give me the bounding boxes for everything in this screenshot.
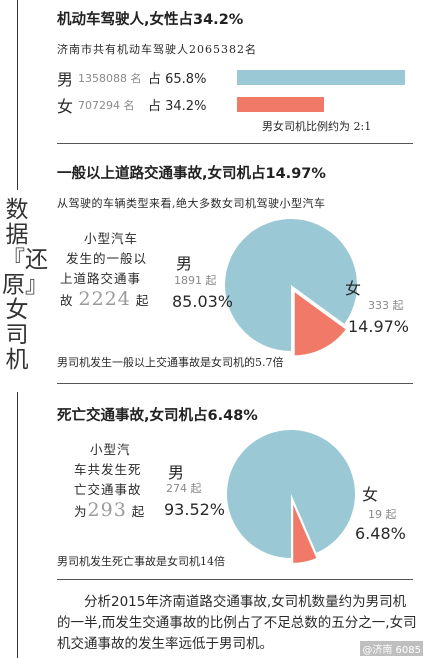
pie-slice-male	[225, 219, 357, 351]
section3-desc-prefix: 为	[74, 504, 88, 519]
section3-female-pct: 6.48%	[355, 524, 406, 543]
section2-desc: 小型汽车 发生的一般以 上道路交通事 故 2224 起	[60, 229, 172, 311]
section3-total: 293	[87, 499, 127, 521]
bar-female	[237, 97, 325, 112]
female-label: 女	[57, 97, 74, 116]
side-title: 数据『还原』女司机	[2, 197, 48, 373]
section3-desc-line3: 亡交通事故	[74, 482, 142, 497]
section3-title: 死亡交通事故,女司机占6.48%	[57, 408, 258, 424]
watermark: @济南 6085	[360, 641, 423, 656]
section3-male-label: 男	[168, 463, 185, 482]
divider-1	[57, 143, 413, 144]
section3-desc: 小型汽 车共发生死 亡交通事故 为293 起	[60, 440, 170, 522]
bar-male	[237, 70, 405, 85]
section2-total: 2224	[78, 288, 131, 310]
section2-male-pct: 85.03%	[172, 292, 234, 311]
pie-chart-deaths	[227, 430, 355, 565]
summary-text: 分析2015年济南道路交通事故,女司机数量约为男司机的一半,而发生交通事故的比例…	[57, 594, 417, 652]
pie-slice-female	[291, 499, 319, 565]
section2-female-pct: 14.97%	[348, 317, 410, 336]
section3-male-pct: 93.52%	[164, 500, 226, 519]
section2-female-count: 333 起	[368, 299, 404, 312]
section2-desc-suffix: 起	[135, 293, 150, 308]
section2-subtitle: 从驾驶的车辆类型来看,绝大多数女司机驾驶小型汽车	[57, 197, 326, 210]
section3-female-label: 女	[362, 485, 379, 504]
section2-desc-line3: 上道路交通事	[60, 271, 142, 286]
section2-desc-line2: 发生的一般以	[66, 251, 148, 266]
pie-slice-female	[292, 288, 349, 358]
sidebar-line-bottom	[17, 392, 18, 658]
section3-desc-line4: 为293 起	[60, 500, 170, 522]
section2-male-count: 1891 起	[174, 274, 217, 287]
male-label: 男	[57, 70, 74, 89]
female-count: 707294 名	[78, 99, 135, 112]
female-pct: 占 34.2%	[148, 99, 207, 114]
divider-3	[57, 579, 413, 580]
section3-desc-suffix: 起	[131, 504, 146, 519]
section2-female-label: 女	[345, 279, 362, 298]
male-pct: 占 65.8%	[148, 72, 207, 87]
pie-chart-accidents	[225, 219, 357, 358]
section3-note: 男司机发生死亡事故是女司机14倍	[57, 555, 225, 568]
section2-male-label: 男	[176, 254, 193, 273]
section2-desc-prefix: 故	[60, 293, 74, 308]
pie-slice-male	[227, 430, 355, 558]
section3-female-count: 19 起	[368, 508, 397, 521]
ratio-note: 男女司机比例约为 2:1	[262, 120, 372, 133]
section2-title: 一般以上道路交通事故,女司机占14.97%	[57, 166, 326, 182]
section3-male-count: 274 起	[166, 482, 202, 495]
sidebar-line-top	[17, 0, 18, 190]
section1-total: 济南市共有机动车驾驶人2065382名	[57, 43, 257, 56]
section2-desc-line4: 故 2224 起	[60, 289, 172, 311]
male-count: 1358088 名	[78, 72, 142, 85]
section2-note: 男司机发生一般以上交通事故是女司机的5.7倍	[57, 356, 284, 369]
divider-2	[57, 383, 413, 384]
section2-desc-line1: 小型汽车	[84, 231, 139, 246]
section1-title: 机动车驾驶人,女性占34.2%	[57, 12, 244, 28]
section3-desc-line1: 小型汽	[90, 442, 131, 457]
section3-desc-line2: 车共发生死	[74, 462, 142, 477]
